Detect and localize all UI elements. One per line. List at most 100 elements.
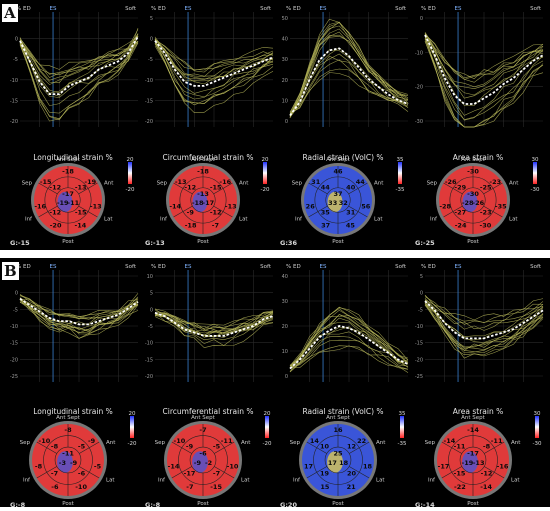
y-axis-label: % ED (16, 6, 31, 12)
segment-divider (38, 182, 58, 195)
segment-value: -8 (64, 426, 72, 434)
orientation-label: Lat (106, 478, 115, 484)
segment-curve (154, 43, 274, 98)
orientation-label: Ant Sept (56, 157, 81, 163)
segment-value: -29 (454, 183, 466, 191)
segment-divider (484, 441, 505, 454)
es-label: ES (185, 6, 192, 12)
y-axis-label: % ED (421, 6, 436, 12)
segment-value: -18 (62, 167, 74, 175)
orientation-label: Sep (292, 181, 303, 187)
y-tick-label: 50 (282, 16, 288, 22)
segment-value: -12 (184, 183, 196, 191)
y-tick-label: -10 (10, 324, 18, 330)
segment-curve (424, 33, 544, 80)
color-scale-bar (130, 416, 134, 438)
segment-value: -17 (438, 463, 450, 471)
orientation-label: Post (197, 239, 209, 245)
segment-value: -20 (50, 222, 62, 230)
segment-value: -8 (483, 443, 491, 451)
y-axis-label: % ED (286, 6, 301, 12)
segment-value: -16 (34, 202, 46, 210)
y-tick-label: -10 (10, 78, 18, 84)
orientation-label: Inf (428, 478, 436, 484)
orientation-label: Ant (104, 181, 114, 187)
strain-curve-plot-area: 0 -10 -20 -30 % ED ES Soft (415, 6, 544, 128)
y-axis-label: % ED (151, 264, 166, 270)
bullseye-apex-patch (57, 451, 73, 473)
segment-curve (424, 35, 544, 128)
segment-value: -7 (51, 470, 58, 478)
orientation-label: Ant Sept (56, 415, 81, 421)
color-scale-bar (535, 416, 539, 438)
bullseye-title: Radial strain (VolC) % (302, 153, 383, 162)
segment-value: -27 (454, 209, 466, 217)
segment-curve (19, 33, 139, 122)
scale-min-label: -30 (531, 187, 540, 193)
orientation-label: Lat (241, 478, 250, 484)
segment-value: -7 (186, 483, 193, 491)
y-tick-label: -5 (13, 307, 18, 313)
es-label: ES (320, 6, 327, 12)
segment-value: -15 (75, 209, 87, 217)
segment-value: -12 (49, 209, 61, 217)
segment-divider (79, 441, 100, 454)
segment-value: 20 (347, 470, 357, 478)
segment-value: -30 (480, 222, 492, 230)
segment-value: 31 (346, 209, 356, 217)
segment-value: -10 (75, 483, 87, 491)
segment-curve (424, 301, 544, 348)
segment-curve (19, 301, 139, 339)
segment-curve (424, 302, 544, 356)
y-tick-label: 30 (282, 57, 288, 63)
bullseye-apex-patch (192, 451, 208, 473)
segment-curve (154, 45, 274, 113)
mean-curve (19, 36, 139, 95)
color-scale-bar (400, 416, 404, 438)
mean-curve (289, 47, 409, 117)
bullseye-apex-patch (327, 451, 343, 473)
orientation-label: Post (467, 239, 479, 245)
segment-curve (424, 299, 544, 330)
segment-value: -18 (197, 167, 209, 175)
y-tick-label: -15 (10, 341, 18, 347)
segment-value: -16 (497, 463, 509, 471)
segment-value: -8 (35, 463, 43, 471)
segment-curve (154, 41, 274, 100)
es-label: ES (455, 264, 462, 270)
y-tick-label: -20 (10, 119, 18, 125)
segment-divider (306, 441, 327, 454)
segment-value: 32 (339, 199, 348, 207)
segment-curve (289, 309, 409, 366)
segment-value: -11 (67, 199, 79, 207)
orientation-label: Ant Sept (461, 157, 486, 163)
segment-divider (214, 441, 235, 454)
y-tick-label: 0 (15, 37, 18, 43)
segment-curve (19, 40, 139, 76)
segment-curve (154, 40, 274, 94)
es-label: ES (50, 6, 57, 12)
y-tick-label: 0 (150, 307, 153, 313)
es-label: ES (50, 264, 57, 270)
segment-value: -6 (78, 470, 86, 478)
segment-curve (289, 55, 409, 115)
y-tick-label: -10 (145, 341, 153, 347)
orientation-label: Post (332, 501, 344, 507)
soft-label: Soft (530, 264, 542, 270)
segment-curve (289, 21, 409, 118)
segment-value: -6 (51, 483, 59, 491)
y-tick-label: -20 (145, 119, 153, 125)
soft-label: Soft (530, 6, 542, 12)
segment-value: -19 (57, 199, 69, 207)
segment-value: 35 (321, 209, 331, 217)
segment-value: 12 (347, 443, 356, 451)
y-tick-label: -5 (148, 57, 153, 63)
scale-min-label: -20 (261, 187, 270, 193)
segment-value: -10 (174, 437, 186, 445)
segment-value: 31 (311, 178, 321, 186)
segment-value: -13 (473, 459, 485, 467)
color-scale-bar (263, 162, 267, 184)
